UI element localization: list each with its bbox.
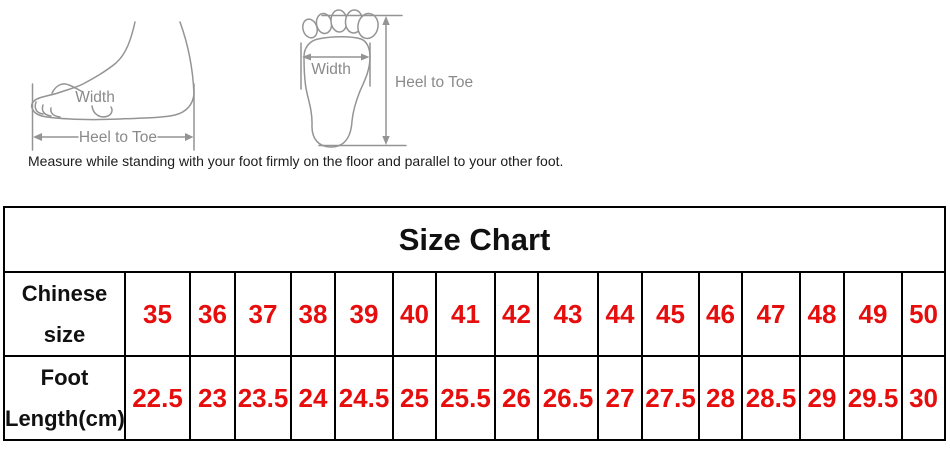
foot-length-cell: 28	[698, 355, 743, 441]
size-chart-title-row: Size Chart	[2, 206, 947, 273]
side-foot-toe-line-2	[41, 104, 52, 117]
side-heel-to-toe-dimension: Heel to Toe	[31, 83, 195, 151]
chinese-size-cell: 45	[641, 271, 700, 357]
side-heel-to-toe-label: Heel to Toe	[79, 129, 157, 146]
foot-length-label-line1: Foot	[40, 365, 89, 390]
foot-length-cell: 22.5	[124, 355, 191, 441]
chinese-size-cell: 41	[435, 271, 496, 357]
foot-length-cell: 25	[392, 355, 437, 441]
foot-length-cell: 28.5	[741, 355, 801, 441]
side-foot-toe-line-3	[50, 107, 61, 118]
foot-length-cell: 26	[494, 355, 539, 441]
chinese-size-cell: 38	[290, 271, 336, 357]
foot-length-cell: 23.5	[234, 355, 292, 441]
sole-heel-to-toe-label: Heel to Toe	[395, 74, 473, 91]
sole-view-foot: Width Heel to Toe	[300, 9, 473, 148]
measurement-caption: Measure while standing with your foot fi…	[28, 153, 564, 169]
chinese-size-cell: 36	[189, 271, 236, 357]
foot-length-cell: 27	[597, 355, 643, 441]
chinese-size-cell: 46	[698, 271, 743, 357]
chinese-size-cell: 43	[537, 271, 599, 357]
chinese-size-cell: 48	[799, 271, 845, 357]
foot-length-cell: 29.5	[843, 355, 903, 441]
chinese-size-cell: 37	[234, 271, 292, 357]
chinese-size-row: Chinese size 35 36 37 38 39 40 41 42 43 44 45 46 47 4…	[3, 271, 947, 357]
sole-big-toe-icon	[357, 12, 379, 40]
foot-length-cell: 24	[290, 355, 336, 441]
foot-length-cell: 30	[900, 355, 947, 441]
sole-foot-outline	[303, 36, 371, 148]
foot-length-cell: 27.5	[641, 355, 700, 441]
chinese-size-cell: 44	[597, 271, 643, 357]
foot-length-cell: 23	[189, 355, 236, 441]
side-width-label: Width	[75, 89, 115, 106]
chinese-size-label-line1: Chinese	[21, 281, 108, 306]
chinese-size-cell: 47	[741, 271, 801, 357]
foot-length-cell: 24.5	[334, 355, 394, 441]
chinese-size-cell: 49	[843, 271, 903, 357]
foot-measurement-diagram: Width Heel to Toe Width	[30, 9, 473, 151]
chinese-size-row-label: Chinese size	[3, 271, 126, 357]
sole-width-label: Width	[311, 61, 351, 78]
chinese-size-cell: 42	[494, 271, 539, 357]
chinese-size-label-line2: size	[43, 322, 86, 347]
foot-length-cell: 25.5	[435, 355, 496, 441]
side-view-foot: Width Heel to Toe	[30, 21, 195, 151]
side-foot-toe-line-1	[34, 101, 44, 115]
side-foot-knuckle-line	[51, 83, 84, 94]
side-foot-ball-line	[91, 105, 113, 118]
foot-length-cell: 26.5	[537, 355, 599, 441]
sole-width-dimension: Width	[300, 42, 371, 90]
chinese-size-cell: 39	[334, 271, 394, 357]
chinese-size-cell: 35	[124, 271, 191, 357]
foot-length-cell: 29	[799, 355, 845, 441]
foot-length-label-line2: Length(cm)	[5, 406, 125, 431]
size-chart-table: Size Chart Chinese size 35 36 37 38 39 40 41 42…	[2, 206, 947, 441]
chinese-size-cell: 40	[392, 271, 437, 357]
size-chart-title: Size Chart	[2, 206, 947, 273]
chinese-size-cell: 50	[900, 271, 947, 357]
foot-length-row-label: Foot Length(cm)	[3, 355, 126, 441]
foot-length-row: Foot Length(cm) 22.5 23 23.5 24 24.5 25 25.5 26…	[3, 355, 947, 441]
sole-heel-to-toe-dimension: Heel to Toe	[318, 14, 473, 147]
